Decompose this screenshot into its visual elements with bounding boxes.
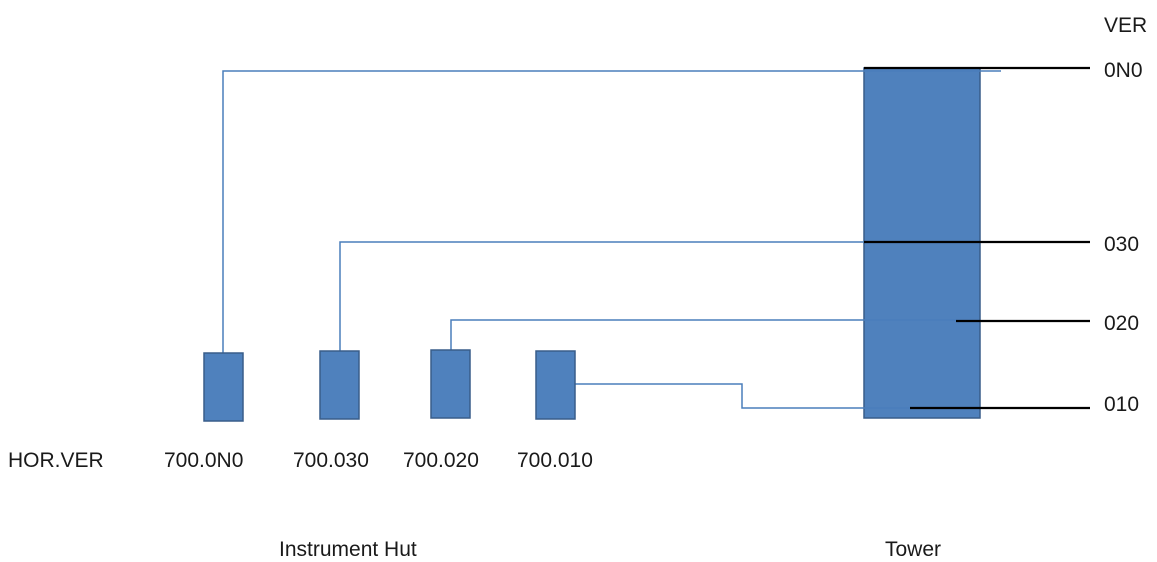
instrument-box-700-030 [319,350,360,420]
hor-ver-header-label: HOR.VER [8,449,104,472]
level-label-020: 020 [1104,312,1139,335]
tower-label: Tower [885,538,941,561]
level-label-010: 010 [1104,393,1139,416]
instrument-box-700-020 [430,349,471,419]
connector-700-030 [339,241,864,351]
instrument-label-700-0n0: 700.0N0 [164,449,243,472]
instrument-label-700-020: 700.020 [403,449,479,472]
connector-700-010 [575,383,910,409]
ver-header-label: VER [1104,14,1147,37]
level-label-030: 030 [1104,233,1139,256]
connector-700-020 [450,319,956,350]
connector-700-0n0 [222,70,1001,353]
instrument-label-700-030: 700.030 [293,449,369,472]
instrument-box-700-0n0 [203,352,244,422]
instrument-label-700-010: 700.010 [517,449,593,472]
instrument-hut-label: Instrument Hut [279,538,417,561]
level-label-0n0: 0N0 [1104,59,1143,82]
instrument-box-700-010 [535,350,576,420]
